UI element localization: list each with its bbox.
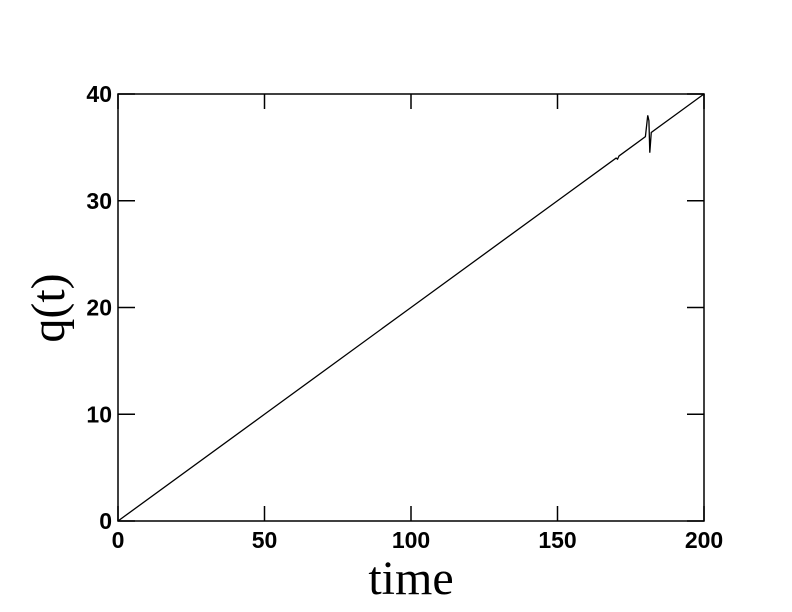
x-tick-label: 100 — [392, 527, 430, 553]
x-tick-label: 150 — [538, 527, 576, 553]
y-tick-label: 20 — [86, 295, 112, 321]
x-axis-label: time — [368, 552, 453, 605]
y-tick-label: 30 — [86, 188, 112, 214]
y-axis-label: q(t) — [22, 273, 75, 342]
x-tick-label: 200 — [685, 527, 723, 553]
data-line — [117, 93, 705, 522]
x-tick-label: 0 — [112, 527, 125, 553]
y-tick-label: 40 — [86, 81, 112, 107]
x-tick-label: 50 — [252, 527, 278, 553]
y-tick-label: 10 — [86, 401, 112, 427]
y-tick-label: 0 — [99, 508, 112, 534]
